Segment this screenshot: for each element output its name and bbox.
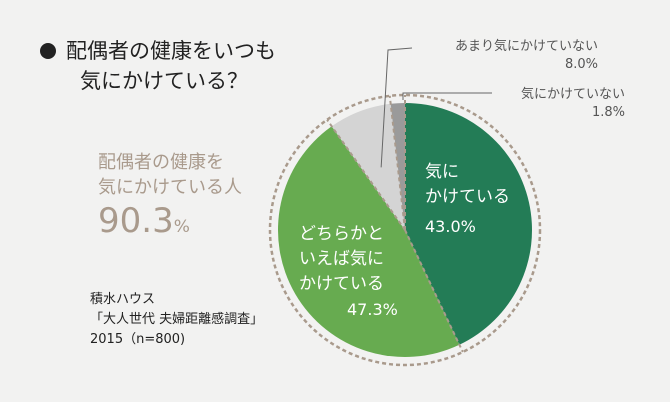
callout-not: 気にかけていない 1.8% [470, 86, 625, 122]
slice-label-somewhat-line-3: かけている [299, 274, 384, 294]
callout-rarely-label: あまり気にかけていない [454, 39, 598, 54]
summary-callout: 配偶者の健康を 気にかけている人 90.3% [98, 150, 242, 248]
slice-value-care: 43.0% [425, 217, 476, 236]
chart-title: 配偶者の健康をいつも 気にかけている？ [40, 36, 276, 96]
title-line-1: 配偶者の健康をいつも [66, 39, 276, 63]
slice-label-somewhat-line-2: いえば気に [299, 249, 384, 269]
slice-label-care-line-2: かけている [425, 187, 510, 207]
pie-separator-1 [404, 229, 464, 353]
pie-slice-1 [278, 126, 460, 357]
callout-not-value: 1.8% [591, 105, 625, 120]
slice-label-care-line-1: 気に [425, 162, 459, 182]
leader-line-not [402, 92, 492, 100]
source-line-3: 2015（n=800) [90, 332, 186, 347]
leader-line-rarely [380, 47, 413, 168]
summary-value: 90.3 [98, 201, 174, 241]
pie-slice-0 [405, 103, 532, 345]
pie-separator-3 [388, 95, 406, 231]
slice-value-somewhat: 47.3% [347, 300, 398, 319]
callout-not-label: 気にかけていない [520, 87, 625, 102]
summary-line-2: 気にかけている人 [98, 177, 242, 198]
slice-label-somewhat: どちらかと いえば気に かけている 47.3% [299, 222, 398, 322]
pie-separator-2 [326, 119, 406, 231]
pie-dashed-ring [268, 93, 542, 367]
callout-rarely-value: 8.0% [564, 57, 598, 72]
callout-rarely: あまり気にかけていない 8.0% [400, 38, 598, 74]
source-line-1: 積水ハウス [90, 292, 156, 307]
source-note: 積水ハウス 「大人世代 夫婦距離感調査」 2015（n=800) [90, 290, 263, 350]
title-line-2: 気にかけている？ [80, 69, 248, 93]
bullet-icon [40, 43, 56, 59]
summary-line-1: 配偶者の健康を [98, 152, 224, 173]
source-line-2: 「大人世代 夫婦距離感調査」 [90, 312, 264, 327]
slice-label-somewhat-line-1: どちらかと [299, 224, 384, 244]
slice-label-care: 気に かけている 43.0% [425, 160, 510, 239]
summary-unit: % [173, 217, 190, 237]
pie-slice-2 [331, 103, 405, 230]
